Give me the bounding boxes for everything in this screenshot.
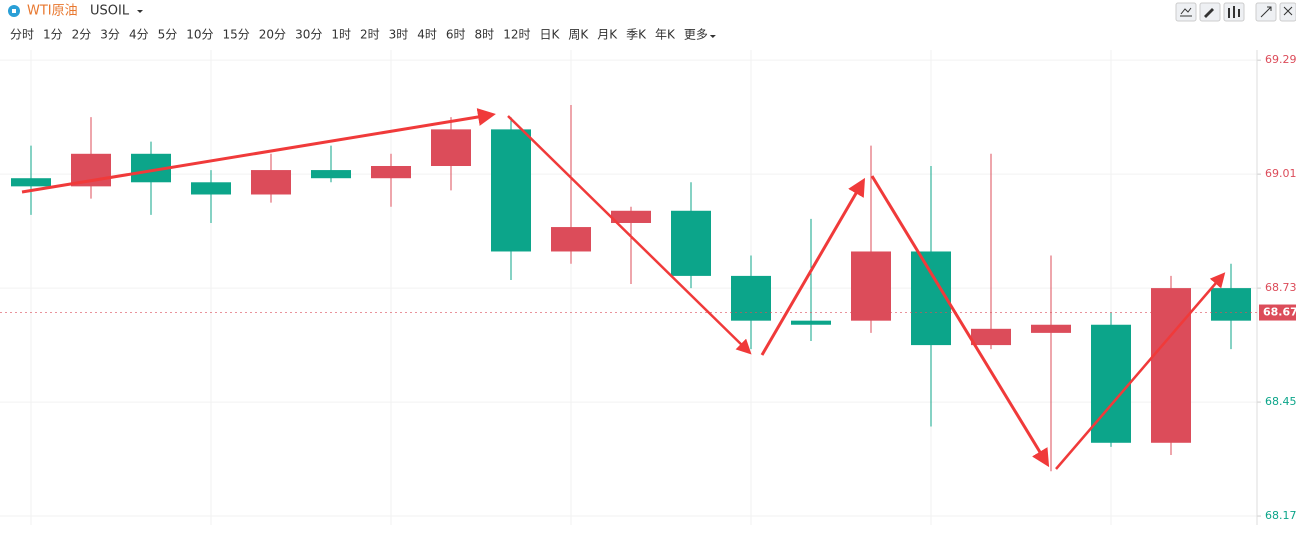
period-tab[interactable]: 2分 [72, 28, 92, 42]
tool-button[interactable] [1175, 2, 1197, 22]
period-tab[interactable]: 4时 [417, 28, 437, 42]
candle-body [251, 170, 291, 195]
dropdown-caret[interactable] [137, 10, 143, 13]
candle-body [1031, 324, 1071, 333]
period-tab[interactable]: 更多 [684, 28, 708, 42]
trend-arrow [507, 115, 752, 355]
candle-body [1091, 324, 1131, 443]
y-tick-label: 68.45 [1265, 395, 1296, 408]
candle-body [311, 170, 351, 179]
last-price-label: 68.67 [1263, 306, 1296, 319]
candle-body [851, 251, 891, 321]
candle-body [731, 275, 771, 321]
tool-icon [1204, 8, 1214, 18]
candle-body [971, 328, 1011, 346]
symbol-icon-mark [12, 9, 16, 13]
y-tick-label: 69.29 [1265, 53, 1296, 66]
period-tab[interactable]: 15分 [223, 28, 250, 42]
trend-arrows [21, 108, 1226, 470]
candle-body [551, 227, 591, 252]
period-tab[interactable]: 12时 [503, 28, 530, 42]
trend-arrow [870, 175, 1050, 468]
header: WTI原油 USOIL [8, 2, 1296, 22]
trend-arrow [760, 177, 866, 356]
period-tab[interactable]: 30分 [295, 28, 322, 42]
candle-body [1211, 288, 1251, 321]
period-tab[interactable]: 5分 [158, 28, 178, 42]
trend-arrow [21, 108, 496, 194]
instrument-name: WTI原油 [27, 4, 78, 19]
close-icon[interactable] [1283, 6, 1293, 16]
tool-icon [1228, 6, 1240, 18]
period-tab[interactable]: 分时 [10, 28, 34, 42]
y-tick-label: 68.73 [1265, 281, 1296, 294]
tool-button[interactable] [1279, 2, 1296, 22]
candle-body [191, 182, 231, 195]
period-tab[interactable]: 周K [568, 28, 589, 42]
tool-buttons [1175, 2, 1296, 22]
candle-body [671, 210, 711, 276]
tool-icon [1260, 6, 1272, 18]
period-tab[interactable]: 3分 [100, 28, 120, 42]
y-tick-label: 68.17 [1265, 509, 1296, 522]
period-tab[interactable]: 4分 [129, 28, 149, 42]
candle-body [11, 178, 51, 187]
period-tab[interactable]: 年K [655, 28, 676, 42]
period-tab[interactable]: 3时 [389, 28, 409, 42]
period-tab[interactable]: 1分 [43, 28, 63, 42]
period-tab[interactable]: 1时 [331, 28, 351, 42]
last-price-box [1259, 304, 1296, 321]
period-tab[interactable]: 日K [539, 28, 560, 42]
period-tab[interactable]: 6时 [446, 28, 466, 42]
candle-body [611, 210, 651, 223]
candle-body [791, 320, 831, 325]
period-tab[interactable]: 10分 [186, 28, 213, 42]
candle-body [371, 166, 411, 179]
candle-body [491, 129, 531, 252]
y-tick-label: 69.01 [1265, 167, 1296, 180]
period-tab[interactable]: 2时 [360, 28, 380, 42]
period-tab[interactable]: 月K [597, 28, 618, 42]
dropdown-caret [709, 35, 716, 38]
tool-icon [1180, 7, 1192, 17]
candle-body [911, 251, 951, 346]
period-tab[interactable]: 20分 [259, 28, 286, 42]
trend-arrow [1055, 272, 1226, 470]
plot-area: 69.29 69.01 68.73 68.45 68.17 68.67 [0, 50, 1296, 525]
period-tab[interactable]: 8时 [475, 28, 495, 42]
candle-body [431, 129, 471, 167]
period-tab[interactable]: 季K [626, 28, 647, 42]
candle-body [1151, 288, 1191, 443]
instrument-symbol[interactable]: USOIL [90, 4, 130, 19]
